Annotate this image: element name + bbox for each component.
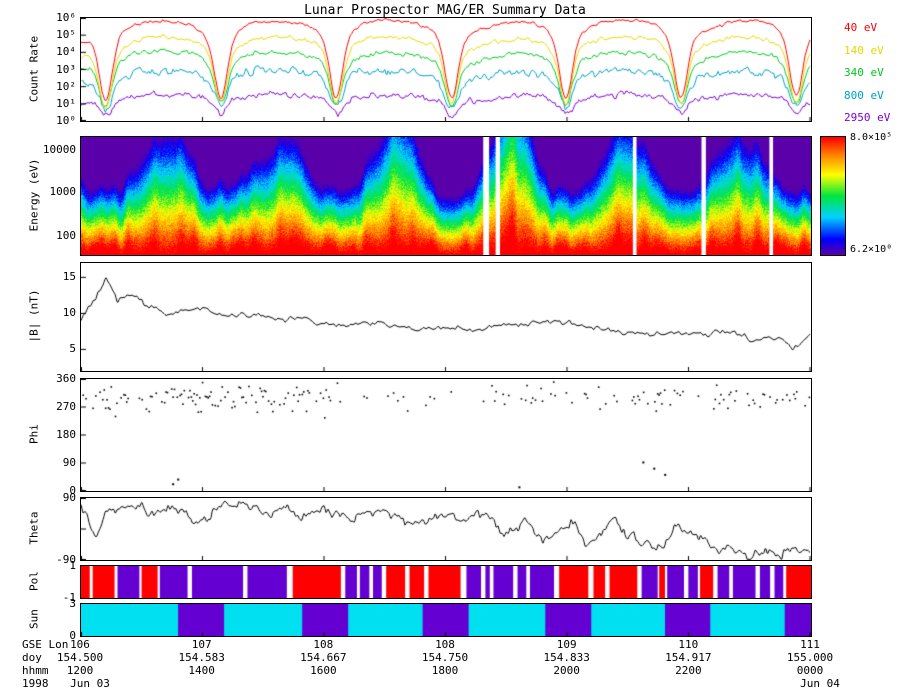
- ylabel-theta: Theta: [27, 511, 41, 545]
- colorbar-min-label: 6.2×10⁰: [850, 244, 893, 255]
- x-tick-label: 154.583: [178, 651, 225, 664]
- energy-spectrogram-chart: [80, 136, 812, 256]
- colorbar-max-label: 8.0×10⁵: [850, 132, 893, 143]
- y-tick-label: 3: [69, 597, 76, 610]
- ylabel-count-rate: Count Rate: [27, 35, 41, 102]
- y-tick-label: -90: [56, 553, 76, 566]
- y-tick-label: 15: [62, 270, 76, 284]
- x-tick-label: 154.917: [665, 651, 712, 664]
- sun-strip-chart: [80, 603, 812, 637]
- y-tick-label: 1: [69, 559, 76, 572]
- ylabel-sun: Sun: [27, 609, 41, 629]
- panel-phi: Phi 360 270 180 90 0: [0, 372, 900, 497]
- panel-count-rate: Count Rate 10⁶ 10⁵ 10⁴ 10³ 10² 10¹ 10⁰: [0, 11, 900, 127]
- phi-chart: [80, 378, 812, 492]
- ylabel-phi: Phi: [27, 424, 41, 444]
- x-tick-label: 1200: [66, 664, 94, 677]
- x-tick-label: 2000: [553, 664, 580, 677]
- ylabel-energy: Energy (eV): [27, 158, 41, 232]
- y-tick-label: 10⁶: [56, 11, 76, 24]
- x-axis-header: doy: [22, 651, 42, 664]
- y-tick-label: -1: [62, 591, 76, 604]
- legend-140-ev: 140 eV: [844, 43, 884, 57]
- x-tick-label: 154.750: [421, 651, 469, 664]
- panel-pol: Pol 1 -1: [0, 559, 900, 604]
- y-tick-label: 10: [62, 306, 76, 320]
- x-tick-label: 154.500: [56, 651, 104, 664]
- y-tick-label: 90: [62, 491, 76, 504]
- y-tick-label: 10¹: [56, 96, 76, 110]
- theta-chart: [80, 497, 812, 561]
- ylabel-pol: Pol: [27, 571, 41, 591]
- panel-sun: Sun 3 0: [0, 597, 900, 642]
- y-tick-label: 10²: [56, 79, 76, 93]
- x-axis-header: hhmm: [22, 664, 49, 677]
- x-tick-label: 106: [70, 638, 90, 651]
- x-tick-label: 1800: [431, 664, 459, 677]
- legend-40-ev: 40 eV: [844, 21, 878, 34]
- y-tick-label: 270: [56, 400, 76, 413]
- x-tick-label: 1400: [188, 664, 215, 677]
- x-tick-label: 0000: [796, 664, 824, 677]
- y-tick-label: 10000: [42, 142, 76, 156]
- x-tick-label: Jun 04: [800, 677, 840, 690]
- y-tick-label: 10⁵: [56, 28, 76, 42]
- x-tick-label: 111: [800, 638, 820, 651]
- panel-theta: Theta 90 -90: [0, 491, 900, 566]
- y-tick-label: 0: [69, 484, 76, 497]
- y-tick-label: 1000: [49, 185, 77, 199]
- x-tick-label: 1600: [310, 664, 337, 677]
- b-magnitude-chart: [80, 262, 812, 372]
- x-tick-label: 110: [678, 638, 699, 651]
- legend-340-ev: 340 eV: [844, 66, 884, 79]
- x-tick-label: 155.000: [786, 651, 834, 664]
- x-axis-header: 1998: [22, 677, 49, 690]
- x-tick-label: 154.667: [300, 651, 347, 664]
- y-tick-label: 360: [56, 372, 76, 385]
- legend-2950-ev: 2950 eV: [844, 111, 891, 124]
- y-tick-label: 90: [62, 456, 76, 469]
- legend-800-ev: 800 eV: [844, 88, 884, 102]
- x-tick-label: 108: [435, 638, 455, 651]
- count-rate-chart: [80, 17, 812, 122]
- y-tick-label: 10⁴: [56, 45, 76, 59]
- y-tick-label: 100: [56, 229, 76, 243]
- plot-title: Lunar Prospector MAG/ER Summary Data: [304, 3, 586, 18]
- panel-b-magnitude: |B| (nT) 15 10 5: [0, 262, 900, 372]
- x-tick-label: Jun 03: [70, 677, 110, 690]
- ylabel-b-magnitude: |B| (nT): [27, 289, 41, 343]
- y-tick-label: 10³: [56, 62, 76, 76]
- y-tick-label: 5: [69, 342, 76, 356]
- x-tick-label: 108: [313, 638, 334, 651]
- colorbar: [820, 136, 846, 256]
- x-tick-label: 2200: [675, 664, 702, 677]
- y-tick-label: 180: [56, 428, 76, 441]
- x-tick-label: 154.833: [543, 651, 590, 664]
- x-axis-header: GSE Lon: [22, 638, 69, 651]
- x-tick-label: 107: [191, 638, 212, 651]
- panel-energy-spectrogram: Energy (eV) 10000 1000 100: [0, 136, 900, 256]
- y-tick-label: 10⁰: [56, 114, 76, 127]
- y-tick-label: 0: [69, 629, 76, 642]
- x-tick-label: 109: [556, 638, 577, 651]
- pol-strip-chart: [80, 565, 812, 599]
